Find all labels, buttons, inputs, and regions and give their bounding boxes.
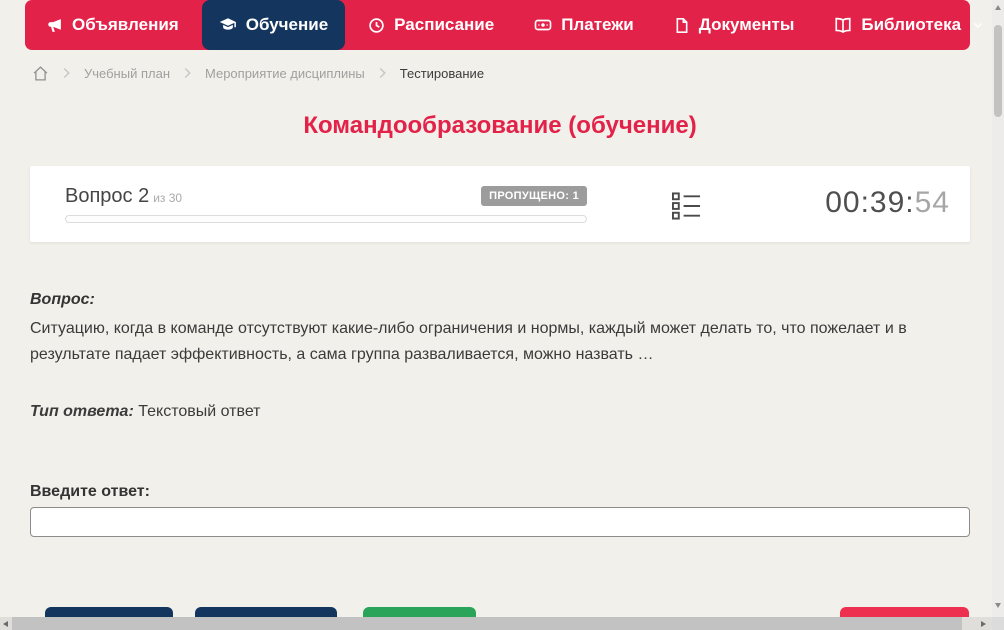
clock-icon — [368, 17, 385, 34]
answer-type-label: Тип ответа: — [30, 403, 134, 420]
chevron-right-icon — [62, 67, 71, 79]
scrollbar-corner — [992, 617, 1004, 630]
list-icon[interactable] — [672, 191, 701, 226]
horizontal-scrollbar-thumb[interactable] — [12, 617, 962, 630]
horizontal-scrollbar[interactable] — [0, 617, 992, 630]
answer-input-label: Введите ответ: — [30, 483, 150, 500]
question-total: из 30 — [153, 190, 183, 205]
nav-item-label: Расписание — [394, 15, 495, 34]
nav-item-label: Документы — [698, 15, 795, 34]
skipped-badge: ПРОПУЩЕНО: 1 — [481, 186, 587, 206]
timer-hours-minutes: 00:39: — [825, 186, 915, 219]
question-progress-bar — [65, 215, 587, 223]
answer-type-line: Тип ответа: Текстовый ответ — [30, 403, 261, 421]
answer-input[interactable] — [30, 507, 970, 537]
question-number: Вопрос 2 из 30 — [65, 184, 183, 207]
breadcrumb-item-discipline-event[interactable]: Мероприятие дисциплины — [205, 65, 365, 81]
nav-item-library[interactable]: Библиотека — [817, 0, 1001, 50]
vertical-scrollbar[interactable] — [992, 0, 1004, 630]
page-title: Командообразование (обучение) — [303, 112, 697, 139]
book-icon — [834, 16, 852, 34]
timer-seconds: 54 — [914, 186, 950, 219]
nav-item-learning[interactable]: Обучение — [201, 0, 346, 50]
megaphone-icon — [46, 17, 63, 34]
nav-item-label: Платежи — [561, 15, 634, 34]
breadcrumb: Учебный план Мероприятие дисциплины Тест… — [32, 61, 484, 85]
question-card: Вопрос 2 из 30 ПРОПУЩЕНО: 1 00:39:54 — [30, 166, 970, 242]
timer: 00:39:54 — [825, 186, 950, 220]
scroll-right-arrow-icon[interactable] — [981, 621, 986, 627]
nav-item-label: Обучение — [245, 15, 329, 34]
question-progress-block: Вопрос 2 из 30 ПРОПУЩЕНО: 1 — [65, 184, 587, 223]
question-text: Ситуацию, когда в команде отсутствуют ка… — [30, 320, 907, 363]
vertical-scrollbar-thumb[interactable] — [994, 25, 1002, 117]
scroll-left-arrow-icon[interactable] — [3, 621, 8, 627]
nav-item-announcements[interactable]: Объявления — [29, 0, 196, 50]
nav-item-documents[interactable]: Документы — [657, 0, 812, 50]
main-navbar: Объявления Обучение Расписание Платежи Д… — [25, 0, 983, 50]
question-label: Вопрос: — [30, 291, 95, 308]
nav-item-label: Объявления — [72, 15, 179, 34]
scroll-up-arrow-icon[interactable] — [995, 5, 1001, 10]
nav-item-payments[interactable]: Платежи — [517, 0, 651, 50]
chevron-down-icon — [972, 19, 984, 31]
nav-item-schedule[interactable]: Расписание — [351, 0, 511, 50]
breadcrumb-current-testing: Тестирование — [399, 65, 485, 81]
breadcrumb-item-curriculum[interactable]: Учебный план — [84, 65, 170, 81]
scroll-down-arrow-icon[interactable] — [995, 603, 1001, 608]
answer-type-value: Текстовый ответ — [138, 403, 261, 420]
chevron-right-icon — [183, 67, 192, 79]
document-icon — [674, 17, 690, 34]
home-icon[interactable] — [32, 65, 49, 82]
graduation-cap-icon — [219, 16, 237, 34]
banknote-icon — [534, 16, 552, 34]
nav-item-label: Библиотека — [861, 15, 962, 34]
chevron-right-icon — [378, 67, 387, 79]
